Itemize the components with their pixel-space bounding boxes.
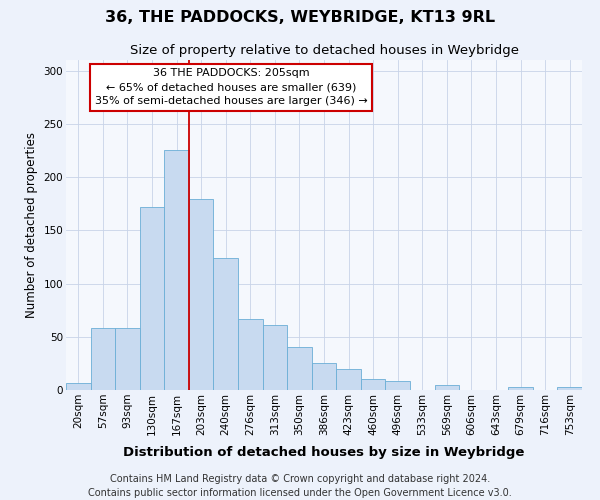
Bar (189, 200, 214, 390)
Bar (434, 384, 459, 390)
Bar (508, 387, 533, 390)
X-axis label: Distribution of detached houses by size in Weybridge: Distribution of detached houses by size … (124, 446, 524, 459)
Bar (91, 328, 115, 390)
Bar (238, 318, 263, 390)
Bar (214, 258, 238, 390)
Bar (287, 348, 312, 390)
Text: Contains HM Land Registry data © Crown copyright and database right 2024.
Contai: Contains HM Land Registry data © Crown c… (88, 474, 512, 498)
Text: 36 THE PADDOCKS: 205sqm
← 65% of detached houses are smaller (639)
35% of semi-d: 36 THE PADDOCKS: 205sqm ← 65% of detache… (95, 68, 367, 106)
Y-axis label: Number of detached properties: Number of detached properties (25, 132, 38, 318)
Bar (115, 328, 140, 390)
Bar (164, 150, 189, 390)
Bar (361, 380, 385, 390)
Bar (263, 325, 287, 390)
Title: Size of property relative to detached houses in Weybridge: Size of property relative to detached ho… (130, 44, 518, 58)
Bar (336, 368, 361, 390)
Bar (312, 364, 336, 390)
Bar (66, 382, 91, 390)
Text: 36, THE PADDOCKS, WEYBRIDGE, KT13 9RL: 36, THE PADDOCKS, WEYBRIDGE, KT13 9RL (105, 10, 495, 25)
Bar (385, 382, 410, 390)
Bar (557, 387, 582, 390)
Bar (140, 207, 164, 390)
